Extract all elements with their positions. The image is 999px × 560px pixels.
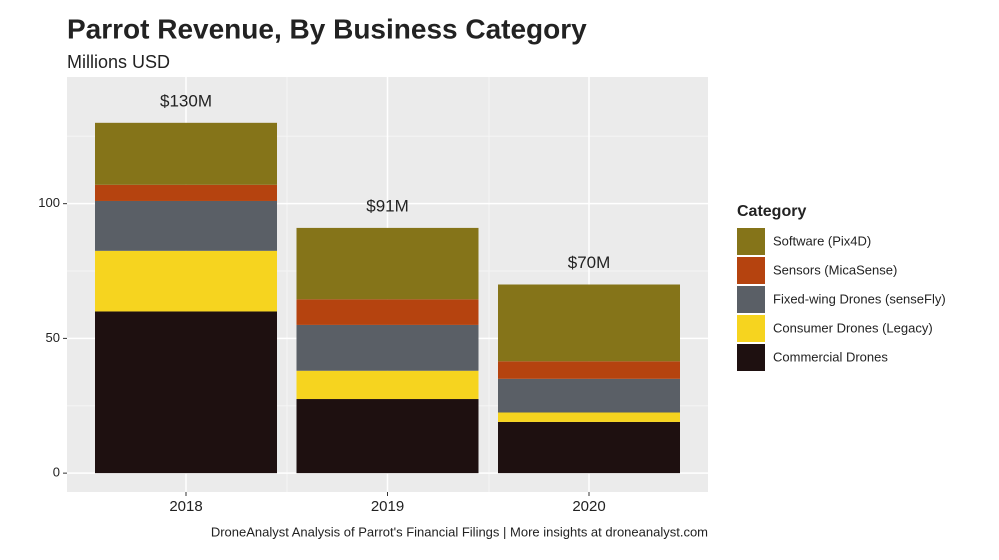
- x-tick-label: 2020: [572, 498, 605, 515]
- bar-segment: [296, 299, 479, 325]
- x-tick-label: 2019: [371, 498, 404, 515]
- legend-label: Sensors (MicaSense): [773, 262, 897, 277]
- bar-segment: [498, 412, 680, 422]
- legend-key: [737, 228, 765, 255]
- legend-key: [737, 257, 765, 284]
- bar-segment: [296, 227, 479, 300]
- total-label: $70M: [568, 253, 611, 272]
- bar-segment: [95, 311, 277, 474]
- legend-label: Commercial Drones: [773, 349, 888, 364]
- y-tick-label: 50: [46, 330, 60, 345]
- total-label: $91M: [366, 196, 409, 215]
- bar-segment: [498, 361, 680, 379]
- bar-segment: [296, 324, 479, 371]
- chart-title: Parrot Revenue, By Business Category: [67, 13, 587, 44]
- y-tick-label: 0: [53, 465, 60, 480]
- legend-title: Category: [737, 203, 806, 220]
- chart-subtitle: Millions USD: [67, 52, 170, 72]
- bar-segment: [498, 378, 680, 413]
- bar-segment: [95, 200, 277, 251]
- bar-segment: [498, 284, 680, 362]
- legend-key: [737, 315, 765, 342]
- bar-segment: [95, 122, 277, 185]
- legend-label: Software (Pix4D): [773, 233, 871, 248]
- bar-segment: [296, 399, 479, 474]
- bar-segment: [296, 370, 479, 400]
- y-tick-label: 100: [38, 195, 60, 210]
- bar-segment: [95, 184, 277, 201]
- bar-segment: [498, 421, 680, 474]
- legend-key: [737, 286, 765, 313]
- bar-segment: [95, 250, 277, 312]
- caption: DroneAnalyst Analysis of Parrot's Financ…: [211, 524, 708, 539]
- x-tick-label: 2018: [169, 498, 202, 515]
- legend-label: Fixed-wing Drones (senseFly): [773, 291, 946, 306]
- total-label: $130M: [160, 91, 212, 110]
- legend-key: [737, 344, 765, 371]
- legend-label: Consumer Drones (Legacy): [773, 320, 933, 335]
